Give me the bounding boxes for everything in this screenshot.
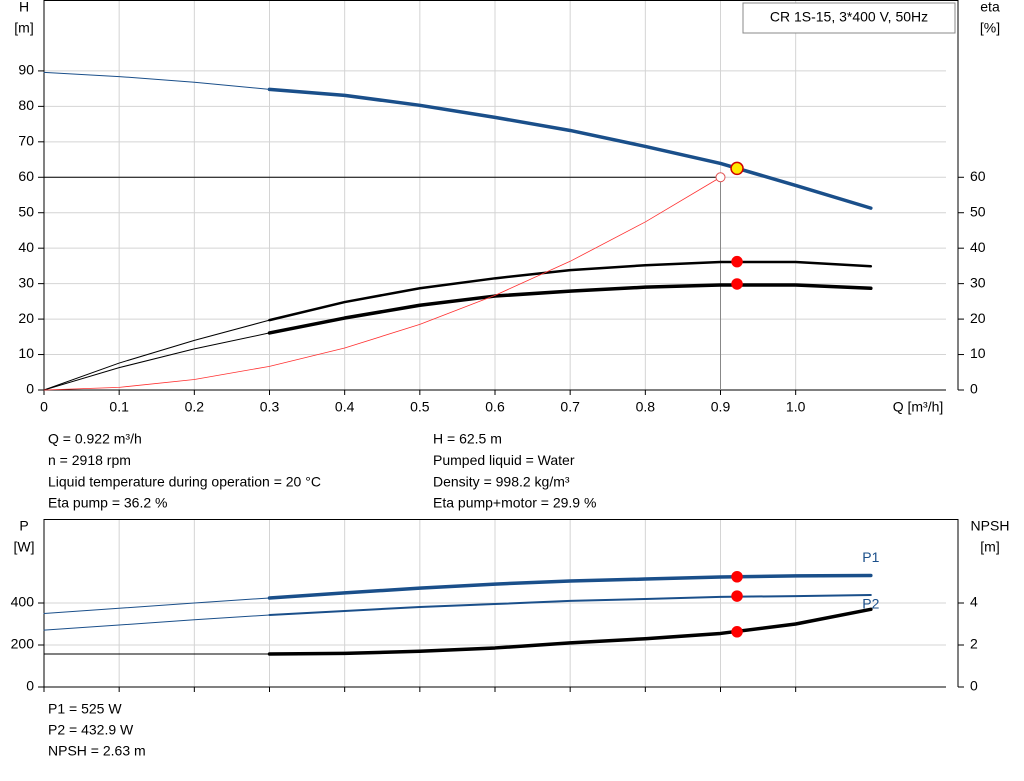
info-text: P2 = 432.9 W: [48, 722, 134, 738]
y2-tick-label: 2: [970, 636, 978, 652]
curve: [43, 332, 270, 391]
y-tick-label: 400: [11, 594, 35, 610]
y2-axis-label: eta: [980, 0, 1000, 15]
x-tick-label: 0.5: [410, 399, 430, 415]
y-axis-label: [W]: [14, 539, 35, 555]
x-tick-label: 0.4: [335, 399, 355, 415]
duty-point: [731, 255, 743, 268]
info-text: Liquid temperature during operation = 20…: [48, 473, 321, 489]
series-label: P1: [862, 549, 879, 565]
info-text: H = 62.5 m: [433, 431, 502, 447]
y2-tick-label: 4: [970, 594, 978, 610]
y-tick-label: 20: [18, 310, 34, 326]
x-tick-label: 0.8: [636, 399, 656, 415]
y2-tick-label: 50: [970, 203, 986, 219]
y-tick-label: 10: [18, 345, 34, 361]
chart-title: CR 1S-15, 3*400 V, 50Hz: [770, 9, 928, 25]
y-axis-label: P: [19, 518, 28, 534]
y2-tick-label: 0: [970, 678, 978, 694]
duty-point: [731, 626, 743, 638]
x-tick-label: 0.6: [485, 399, 505, 415]
y2-axis-label: NPSH: [971, 518, 1010, 534]
y-tick-label: 50: [18, 203, 34, 219]
duty-point: [731, 571, 743, 583]
series-label: P2: [862, 596, 879, 612]
x-tick-label: 1.0: [786, 399, 806, 415]
y2-tick-label: 10: [970, 345, 986, 361]
curve: [267, 607, 873, 656]
x-axis-label: Q [m³/h]: [893, 399, 944, 415]
y-tick-label: 70: [18, 133, 34, 149]
y2-tick-label: 20: [970, 310, 986, 326]
x-tick-label: 0.2: [185, 399, 205, 415]
y2-axis-label: [m]: [980, 539, 999, 555]
info-text: P1 = 525 W: [48, 701, 122, 717]
x-tick-label: 0.9: [711, 399, 731, 415]
curve: [268, 594, 872, 616]
y2-axis-label: [%]: [980, 20, 1000, 36]
y-tick-label: 0: [26, 678, 34, 694]
y-tick-label: 90: [18, 62, 34, 78]
curve: [43, 614, 270, 631]
info-text: NPSH = 2.63 m: [48, 743, 146, 759]
x-tick-label: 0.7: [560, 399, 580, 415]
y2-tick-label: 0: [970, 381, 978, 397]
curve: [267, 87, 873, 210]
curve: [43, 319, 270, 391]
y-axis-label: [m]: [14, 20, 33, 36]
duty-point: [731, 278, 743, 290]
x-tick-label: 0.1: [109, 399, 129, 415]
duty-point: [730, 161, 744, 176]
info-text: Eta pump+motor = 29.9 %: [433, 495, 596, 511]
info-text: Density = 998.2 kg/m³: [433, 473, 570, 489]
y-tick-label: 80: [18, 97, 34, 113]
curve: [267, 573, 873, 600]
y-tick-label: 200: [11, 636, 35, 652]
curve: [267, 283, 873, 335]
curve: [43, 71, 270, 90]
duty-point: [731, 590, 743, 602]
curve: [268, 260, 873, 322]
info-text: n = 2918 rpm: [48, 452, 131, 468]
y2-tick-label: 40: [970, 239, 986, 255]
x-tick-label: 0: [40, 399, 48, 415]
curve: [43, 176, 721, 391]
info-text: Eta pump = 36.2 %: [48, 495, 167, 511]
y-tick-label: 40: [18, 239, 34, 255]
x-tick-label: 0.3: [260, 399, 280, 415]
curve: [43, 597, 270, 614]
info-text: Pumped liquid = Water: [433, 452, 575, 468]
y-tick-label: 60: [18, 168, 34, 184]
y-tick-label: 0: [26, 381, 34, 397]
y-axis-label: H: [19, 0, 29, 15]
y-tick-label: 30: [18, 274, 34, 290]
title-box: [742, 2, 956, 34]
operating-point: [715, 172, 726, 183]
info-text: Q = 0.922 m³/h: [48, 431, 142, 447]
y2-tick-label: 30: [970, 274, 986, 290]
y2-tick-label: 60: [970, 168, 986, 184]
